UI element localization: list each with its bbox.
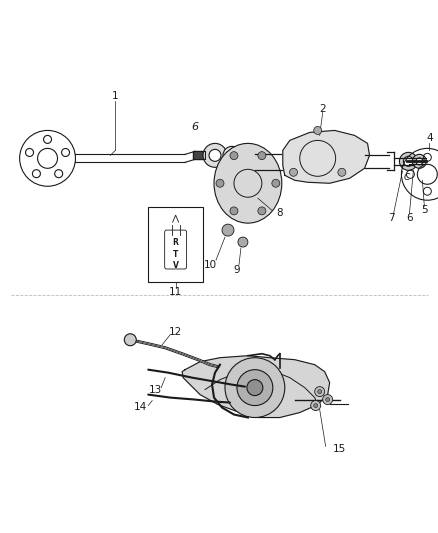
Circle shape — [222, 224, 233, 236]
Circle shape — [246, 379, 262, 395]
Text: 15: 15 — [332, 445, 346, 455]
Circle shape — [313, 126, 321, 134]
Text: 6: 6 — [405, 213, 412, 223]
Circle shape — [237, 370, 272, 406]
Text: R
T
V: R T V — [172, 238, 178, 270]
Text: 8: 8 — [276, 208, 283, 218]
FancyBboxPatch shape — [164, 230, 186, 269]
Text: 1: 1 — [112, 91, 118, 101]
Text: 13: 13 — [148, 385, 162, 394]
Circle shape — [411, 155, 425, 168]
Circle shape — [208, 149, 220, 161]
Circle shape — [257, 207, 265, 215]
Circle shape — [313, 403, 317, 408]
Polygon shape — [193, 151, 205, 159]
Text: 12: 12 — [168, 327, 181, 337]
Circle shape — [230, 207, 237, 215]
Circle shape — [271, 179, 279, 187]
Text: 10: 10 — [203, 260, 216, 270]
Circle shape — [289, 168, 297, 176]
Circle shape — [322, 394, 332, 405]
Circle shape — [124, 334, 136, 346]
FancyBboxPatch shape — [148, 207, 203, 282]
Polygon shape — [282, 131, 369, 183]
Circle shape — [317, 390, 321, 393]
Ellipse shape — [214, 143, 281, 223]
Circle shape — [257, 152, 265, 159]
Text: 4: 4 — [425, 133, 432, 143]
Circle shape — [226, 150, 237, 160]
Circle shape — [337, 168, 345, 176]
Text: 7: 7 — [387, 213, 394, 223]
Circle shape — [399, 152, 417, 171]
Text: 2: 2 — [318, 103, 325, 114]
Text: 9: 9 — [233, 265, 240, 275]
Circle shape — [215, 179, 223, 187]
Circle shape — [203, 143, 226, 167]
Circle shape — [310, 401, 320, 410]
Text: 11: 11 — [169, 287, 182, 297]
Circle shape — [415, 158, 422, 165]
Text: 6: 6 — [191, 123, 198, 132]
Circle shape — [403, 156, 413, 166]
Text: 14: 14 — [133, 401, 147, 411]
Circle shape — [230, 152, 237, 159]
Circle shape — [223, 147, 240, 164]
Circle shape — [237, 237, 247, 247]
Text: C: C — [403, 173, 409, 182]
Circle shape — [314, 386, 324, 397]
Text: 5: 5 — [420, 205, 427, 215]
Circle shape — [224, 358, 284, 417]
Polygon shape — [182, 356, 329, 417]
Circle shape — [325, 398, 329, 401]
